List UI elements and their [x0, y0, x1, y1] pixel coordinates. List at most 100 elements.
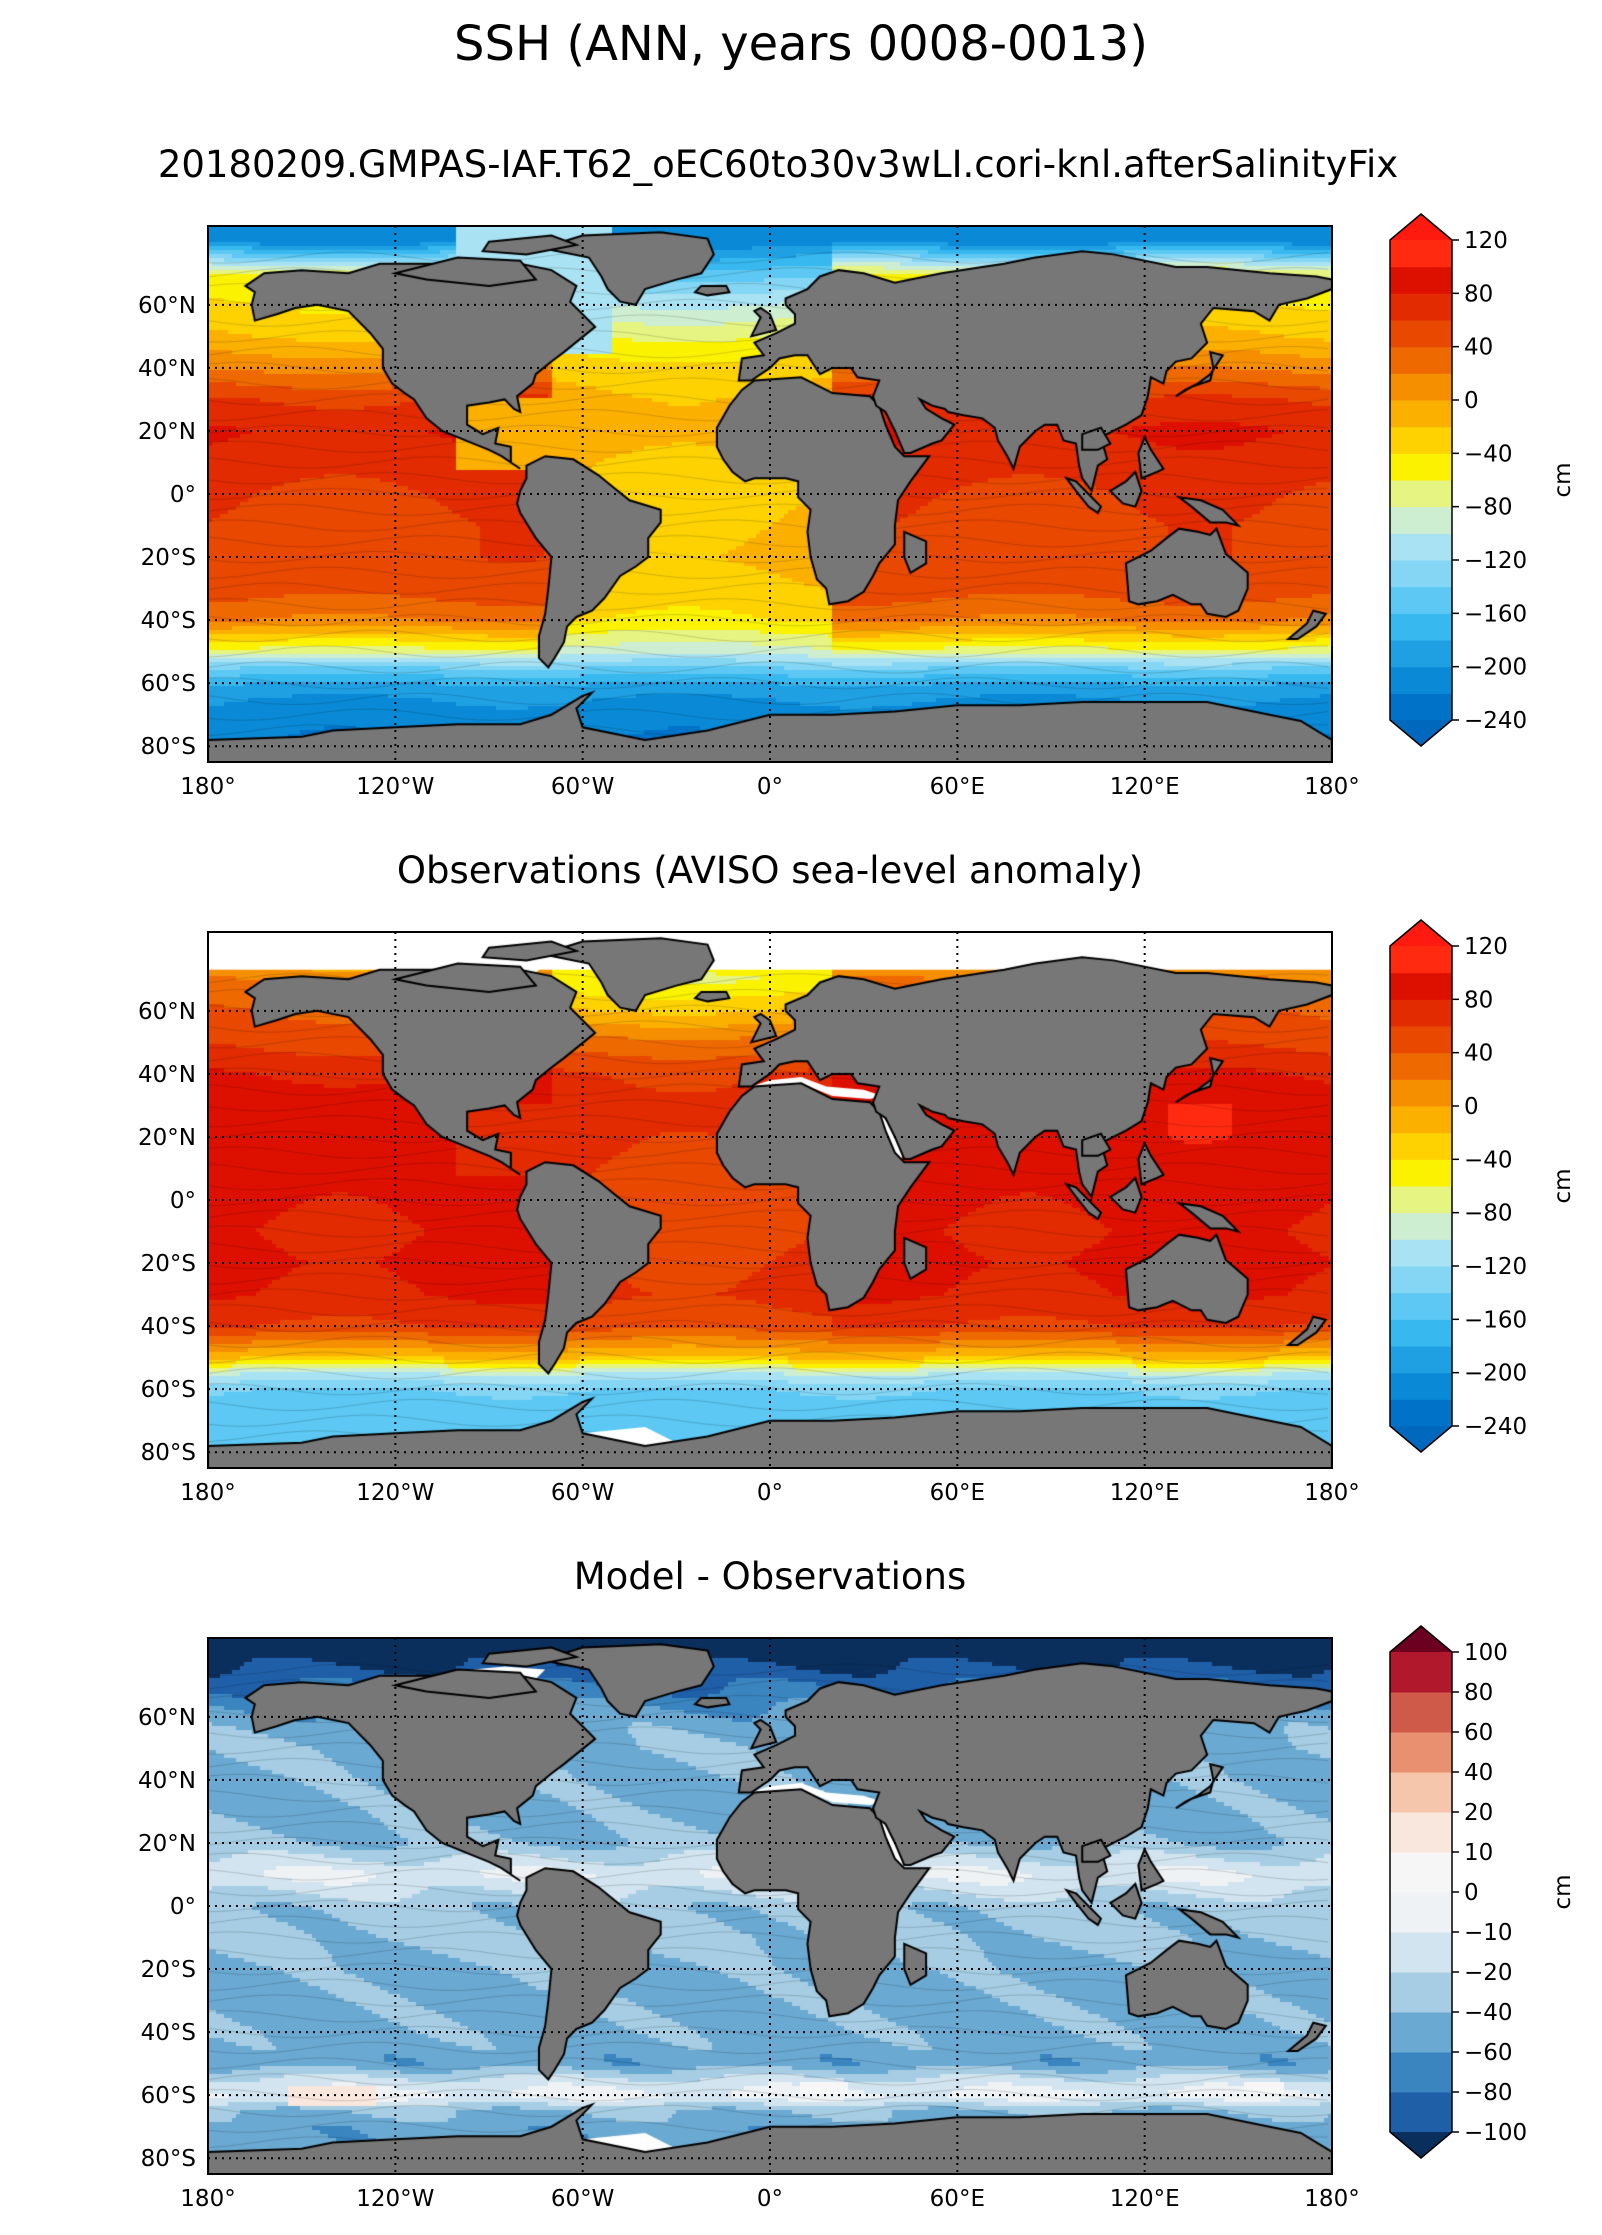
colorbar-swatch — [1390, 1772, 1452, 1813]
x-tick-label: 60°E — [930, 2186, 985, 2212]
figure-title: SSH (ANN, years 0008-0013) — [454, 16, 1148, 72]
colorbar-swatch — [1390, 346, 1452, 374]
colorbar-tick-label: 10 — [1464, 1840, 1493, 1866]
y-tick-label: 40°N — [138, 356, 196, 382]
y-tick-label: 60°N — [138, 1705, 196, 1731]
x-tick-label: 180° — [1304, 1480, 1359, 1506]
colorbar-tick-label: −10 — [1464, 1920, 1513, 1946]
colorbar-tick-label: −120 — [1464, 548, 1527, 574]
x-tick-label: 120°E — [1110, 1480, 1180, 1506]
y-tick-label: 60°N — [138, 999, 196, 1025]
colorbar-swatch — [1390, 1079, 1452, 1107]
x-tick-label: 180° — [180, 2186, 235, 2212]
colorbar-swatch — [1390, 400, 1452, 428]
colorbar-tick-label: −60 — [1464, 2040, 1513, 2066]
colorbar-swatch — [1390, 613, 1452, 641]
colorbar-swatch — [1390, 1292, 1452, 1320]
x-tick-label: 120°W — [356, 2186, 434, 2212]
colorbar-swatch — [1390, 2012, 1452, 2053]
colorbar-swatch — [1390, 1399, 1452, 1427]
map-obs-grid — [208, 932, 1332, 1468]
y-tick-label: 60°S — [141, 671, 196, 697]
y-tick-label: 40°N — [138, 1768, 196, 1794]
map-obs-yticks: 60°N 40°N 20°N 0° 20°S 40°S 60°S 80°S — [138, 999, 196, 1466]
colorbar-tick-label: −240 — [1464, 1414, 1527, 1440]
colorbar-tick-label: −40 — [1464, 1147, 1513, 1173]
colorbar-extend-top — [1390, 214, 1452, 240]
colorbar-swatch — [1390, 1652, 1452, 1693]
colorbar-label: cm — [1550, 1874, 1576, 1909]
y-tick-label: 0° — [170, 482, 196, 508]
colorbar-tick-label: 60 — [1464, 1720, 1493, 1746]
colorbar-swatch — [1390, 1186, 1452, 1214]
colorbar-swatch — [1390, 293, 1452, 321]
colorbar-swatch — [1390, 506, 1452, 534]
colorbar-swatch — [1390, 1972, 1452, 2013]
colorbar-tick-label: 0 — [1464, 1094, 1479, 1120]
colorbar-swatch — [1390, 999, 1452, 1027]
panel-bias: 180° 120°W 60°W 0° 60°E 120°E 180° 60°N 40°N 20°… — [138, 1625, 1576, 2212]
colorbar-swatch — [1390, 1372, 1452, 1400]
map-bias-yticks: 60°N 40°N 20°N 0° 20°S 40°S 60°S 80°S — [138, 1705, 196, 2172]
colorbar-tick-label: −80 — [1464, 495, 1513, 521]
x-tick-label: 60°E — [930, 774, 985, 800]
colorbar-swatch — [1390, 972, 1452, 1000]
x-tick-label: 180° — [180, 1480, 235, 1506]
colorbar-tick-label: 80 — [1464, 1680, 1493, 1706]
y-tick-label: 40°N — [138, 1062, 196, 1088]
y-tick-label: 20°N — [138, 1125, 196, 1151]
map-bias-frame — [207, 1637, 1333, 2175]
colorbar-swatch — [1390, 1692, 1452, 1733]
panel-bias-title: Model - Observations — [574, 1555, 967, 1598]
x-tick-label: 60°W — [551, 1480, 615, 1506]
colorbar-tick-label: −160 — [1464, 1307, 1527, 1333]
colorbar-swatch — [1390, 1932, 1452, 1973]
y-tick-label: 20°S — [141, 545, 196, 571]
panel-model: 180° 120°W 60°W 0° 60°E 120°E 180° 60°N 40°N 20°… — [138, 213, 1576, 800]
colorbar-swatch — [1390, 1732, 1452, 1773]
colorbar-tick-label: 40 — [1464, 1041, 1493, 1067]
colorbar-tick-label: 80 — [1464, 987, 1493, 1013]
colorbar-tick-label: 100 — [1464, 1640, 1508, 1666]
colorbar-swatch — [1390, 240, 1452, 268]
colorbar-swatch — [1390, 533, 1452, 561]
colorbar-tick-label: 20 — [1464, 1800, 1493, 1826]
colorbar-swatch — [1390, 1319, 1452, 1347]
y-tick-label: 60°S — [141, 1377, 196, 1403]
colorbar-swatch — [1390, 1852, 1452, 1893]
y-tick-label: 80°S — [141, 734, 196, 760]
y-tick-label: 60°N — [138, 293, 196, 319]
map-obs-frame — [207, 931, 1333, 1469]
x-tick-label: 120°E — [1110, 774, 1180, 800]
colorbar-extend-bottom — [1390, 1426, 1452, 1452]
colorbar-swatch — [1390, 2052, 1452, 2093]
colorbar-swatch — [1390, 946, 1452, 974]
panel-obs: 180° 120°W 60°W 0° 60°E 120°E 180° 60°N 40°N 20°… — [138, 919, 1576, 1506]
x-tick-label: 60°W — [551, 2186, 615, 2212]
colorbar-swatch — [1390, 2092, 1452, 2133]
map-model-xticks: 180° 120°W 60°W 0° 60°E 120°E 180° — [180, 774, 1359, 800]
y-tick-label: 40°S — [141, 2020, 196, 2046]
colorbar-tick-label: −200 — [1464, 1361, 1527, 1387]
figure-subtitle: 20180209.GMPAS-IAF.T62_oEC60to30v3wLI.co… — [158, 143, 1398, 186]
colorbar-swatch — [1390, 1106, 1452, 1134]
colorbar-tick-label: −160 — [1464, 601, 1527, 627]
colorbar-swatch — [1390, 1159, 1452, 1187]
colorbar-tick-label: −240 — [1464, 708, 1527, 734]
colorbar-swatch — [1390, 586, 1452, 614]
colorbar-swatch — [1390, 480, 1452, 508]
colorbar-tick-label: −200 — [1464, 655, 1527, 681]
colorbar-extend-top — [1390, 1626, 1452, 1652]
colorbar-swatch — [1390, 266, 1452, 294]
x-tick-label: 180° — [1304, 2186, 1359, 2212]
x-tick-label: 180° — [1304, 774, 1359, 800]
x-tick-label: 60°W — [551, 774, 615, 800]
colorbar-label: cm — [1550, 1168, 1576, 1203]
map-model-grid — [208, 226, 1332, 762]
y-tick-label: 0° — [170, 1188, 196, 1214]
x-tick-label: 120°W — [356, 1480, 434, 1506]
colorbar-extend-top — [1390, 920, 1452, 946]
colorbar-swatch — [1390, 693, 1452, 721]
